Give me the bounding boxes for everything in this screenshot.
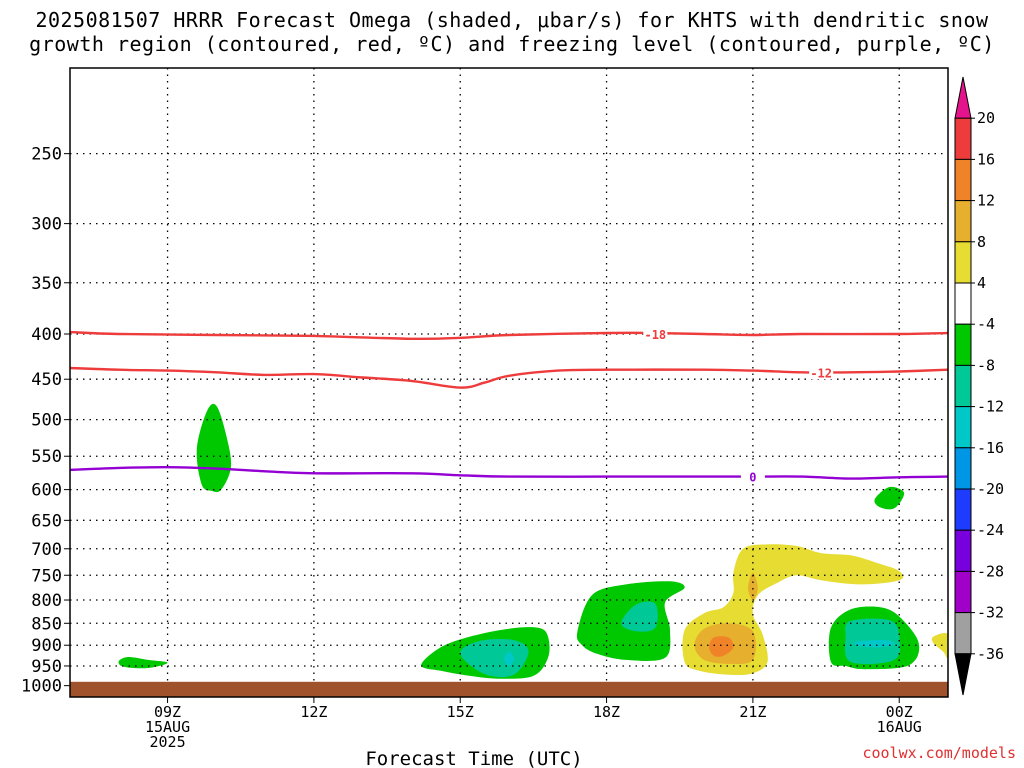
contour-label-bg-0 bbox=[740, 469, 765, 484]
contour-lines: -18 -12 0 bbox=[69, 327, 949, 485]
colorbar-bin-5 bbox=[954, 323, 972, 366]
contour-label--12: -12 bbox=[810, 366, 832, 380]
colorbar-label-0: 20 bbox=[977, 109, 995, 127]
contour-label-0: 0 bbox=[749, 471, 756, 485]
colorbar-bin-4 bbox=[954, 282, 972, 325]
colorbar-bin-11 bbox=[954, 570, 972, 614]
colorbar-label-8: -16 bbox=[977, 439, 1004, 457]
x-tick-label-12-0: 12Z bbox=[300, 703, 327, 721]
colorbar-bin-10 bbox=[954, 529, 972, 572]
y-tick-label-500: 500 bbox=[31, 411, 62, 431]
colorbar-top-arrow bbox=[954, 76, 972, 119]
contour-label-bg--18 bbox=[643, 327, 668, 342]
colorbar-label-10: -24 bbox=[977, 521, 1004, 539]
contour--12 bbox=[69, 366, 949, 389]
ground-fill bbox=[70, 681, 948, 697]
colorbar-label-12: -32 bbox=[977, 604, 1004, 622]
colorbar-bin-3 bbox=[954, 241, 972, 284]
watermark: coolwx.com/models bbox=[862, 744, 1016, 762]
colorbar: 20 16 12 8 4 -4 -8 -12 -16 -20 -24 -28 -32 -36 bbox=[954, 76, 1004, 696]
plot-frame bbox=[69, 67, 949, 698]
y-tick-label-900: 900 bbox=[31, 636, 62, 656]
chart-title-line1: 2025081507 HRRR Forecast Omega (shaded, … bbox=[35, 8, 989, 32]
colorbar-bottom-arrow bbox=[954, 653, 972, 696]
y-tick-label-350: 350 bbox=[31, 274, 62, 294]
x-tick-label-24-0: 00Z bbox=[886, 703, 913, 721]
x-tick-label-9-1: 15AUG bbox=[145, 718, 190, 736]
omega-region-13 bbox=[709, 636, 734, 657]
colorbar-label-3: 8 bbox=[977, 233, 986, 251]
y-tick-label-800: 800 bbox=[31, 591, 62, 611]
colorbar-bin-6 bbox=[954, 364, 972, 408]
y-tick-label-850: 850 bbox=[31, 614, 62, 634]
colorbar-bin-7 bbox=[954, 406, 972, 449]
y-tick-label-750: 750 bbox=[31, 566, 62, 586]
y-tick-label-450: 450 bbox=[31, 370, 62, 390]
colorbar-bin-1 bbox=[954, 158, 972, 202]
omega-region-14 bbox=[748, 572, 758, 600]
omega-shading bbox=[118, 403, 948, 679]
ground-layer bbox=[70, 681, 948, 697]
x-tick-label-15-0: 15Z bbox=[447, 703, 474, 721]
colorbar-bin-0 bbox=[954, 117, 972, 160]
y-tick-label-400: 400 bbox=[31, 325, 62, 345]
contour--18 bbox=[69, 330, 949, 341]
colorbar-label-13: -36 bbox=[977, 645, 1004, 663]
omega-region-4 bbox=[460, 638, 529, 678]
x-axis-label: Forecast Time (UTC) bbox=[365, 748, 582, 768]
plot-border bbox=[69, 67, 949, 698]
chart-title-line2: growth region (contoured, red, ºC) and f… bbox=[29, 32, 995, 56]
omega-region-0 bbox=[196, 403, 232, 493]
y-tick-label-300: 300 bbox=[31, 215, 62, 235]
colorbar-bin-2 bbox=[954, 200, 972, 243]
omega-region-5 bbox=[504, 651, 514, 666]
colorbar-label-11: -28 bbox=[977, 562, 1004, 580]
colorbar-label-9: -20 bbox=[977, 480, 1004, 498]
x-tick-label-9-2: 2025 bbox=[149, 733, 185, 751]
y-tick-label-250: 250 bbox=[31, 145, 62, 165]
colorbar-label-5: -4 bbox=[977, 315, 995, 333]
y-axis: 2503003504004505005506006507007508008509… bbox=[21, 145, 70, 697]
y-tick-label-700: 700 bbox=[31, 540, 62, 560]
contour-label-bg--12 bbox=[809, 365, 834, 380]
colorbar-bin-9 bbox=[954, 488, 972, 531]
colorbar-label-6: -8 bbox=[977, 356, 995, 374]
y-tick-label-950: 950 bbox=[31, 657, 62, 677]
omega-region-15 bbox=[931, 633, 948, 659]
x-tick-label-9-0: 09Z bbox=[154, 703, 181, 721]
y-tick-label-550: 550 bbox=[31, 447, 62, 467]
y-tick-label-650: 650 bbox=[31, 511, 62, 531]
colorbar-bin-8 bbox=[954, 447, 972, 490]
y-tick-label-600: 600 bbox=[31, 481, 62, 501]
x-tick-label-24-1: 16AUG bbox=[877, 718, 922, 736]
colorbar-label-1: 16 bbox=[977, 150, 995, 168]
omega-region-2 bbox=[874, 486, 905, 510]
x-tick-label-18-0: 18Z bbox=[593, 703, 620, 721]
colorbar-label-4: 4 bbox=[977, 274, 986, 292]
contour-0 bbox=[69, 465, 949, 480]
colorbar-bin-12 bbox=[954, 612, 972, 655]
omega-region-7 bbox=[621, 601, 658, 632]
omega-region-1 bbox=[118, 656, 168, 669]
contour-label--18: -18 bbox=[644, 328, 666, 342]
colorbar-label-7: -12 bbox=[977, 398, 1004, 416]
colorbar-label-2: 12 bbox=[977, 192, 995, 210]
x-tick-label-21-0: 21Z bbox=[739, 703, 766, 721]
y-tick-label-1000: 1000 bbox=[21, 677, 62, 697]
